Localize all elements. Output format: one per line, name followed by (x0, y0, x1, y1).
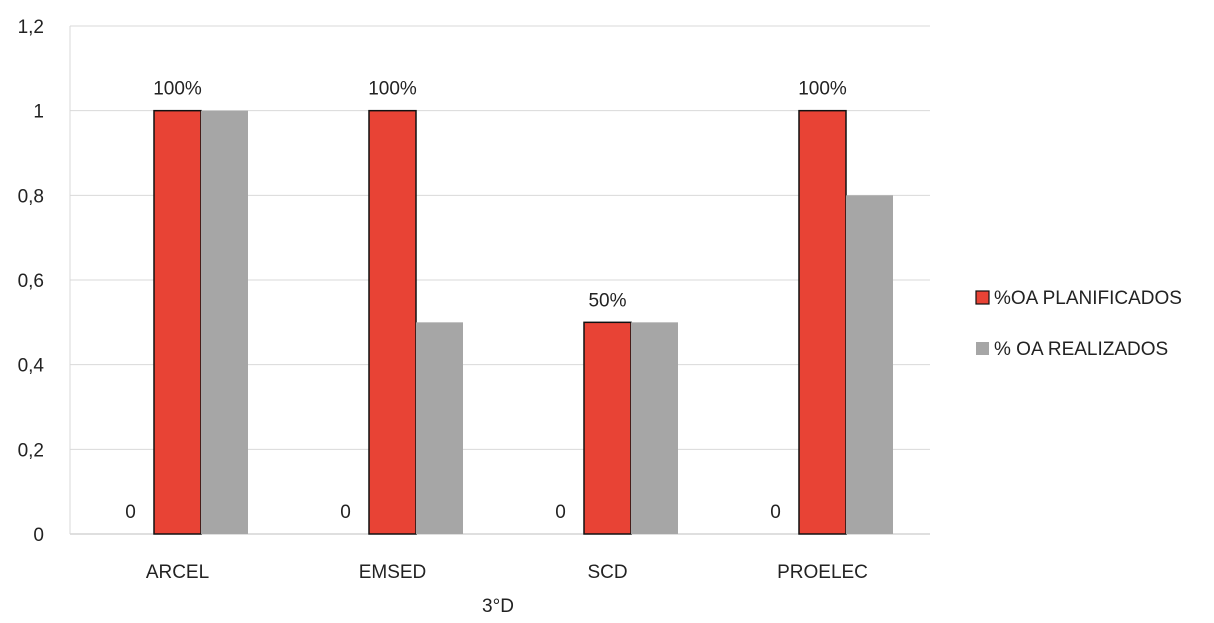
data-label: 100% (798, 79, 847, 100)
data-label: 0 (555, 502, 566, 523)
bar-planificados-proelec (798, 109, 847, 535)
y-tick-label: 1,2 (18, 17, 44, 38)
data-label: 100% (368, 79, 417, 100)
data-label: 0 (340, 502, 351, 523)
bar-realizados-arcel (201, 110, 248, 535)
x-tick-label: PROELEC (777, 562, 868, 583)
data-label: 0 (125, 502, 136, 523)
x-tick-label: EMSED (359, 562, 427, 583)
y-tick-label: 0,8 (18, 186, 44, 207)
bar-planificados-scd (583, 321, 632, 535)
legend-swatch (976, 342, 989, 355)
y-axis-tick-labels: 0 0,2 0,4 0,6 0,8 1 1,2 (18, 17, 45, 546)
bar-planificados-arcel (153, 109, 202, 535)
legend: %OA PLANIFICADOS % OA REALIZADOS (975, 288, 1182, 360)
bar-realizados-scd (631, 322, 678, 534)
y-tick-label: 0,4 (18, 356, 45, 377)
y-tick-label: 0 (33, 525, 44, 546)
bar-realizados-proelec (846, 195, 893, 535)
data-label: 100% (153, 79, 202, 100)
bar-planificados-emsed (368, 109, 417, 535)
x-axis-title: 3°D (482, 596, 514, 617)
x-axis-tick-labels: ARCEL EMSED SCD PROELEC (146, 562, 868, 583)
data-label: 50% (588, 290, 626, 311)
legend-label: % OA REALIZADOS (994, 339, 1168, 360)
y-tick-label: 0,6 (18, 271, 44, 292)
y-tick-label: 1 (33, 102, 44, 123)
bars (153, 109, 893, 535)
data-labels: 0 100% 0 100% 0 50% 0 100% (125, 79, 847, 523)
legend-swatch (975, 290, 990, 305)
data-label: 0 (770, 502, 781, 523)
x-tick-label: ARCEL (146, 562, 209, 583)
y-tick-label: 0,2 (18, 440, 44, 461)
legend-label: %OA PLANIFICADOS (994, 288, 1182, 309)
bar-realizados-emsed (416, 322, 463, 534)
x-tick-label: SCD (587, 562, 627, 583)
